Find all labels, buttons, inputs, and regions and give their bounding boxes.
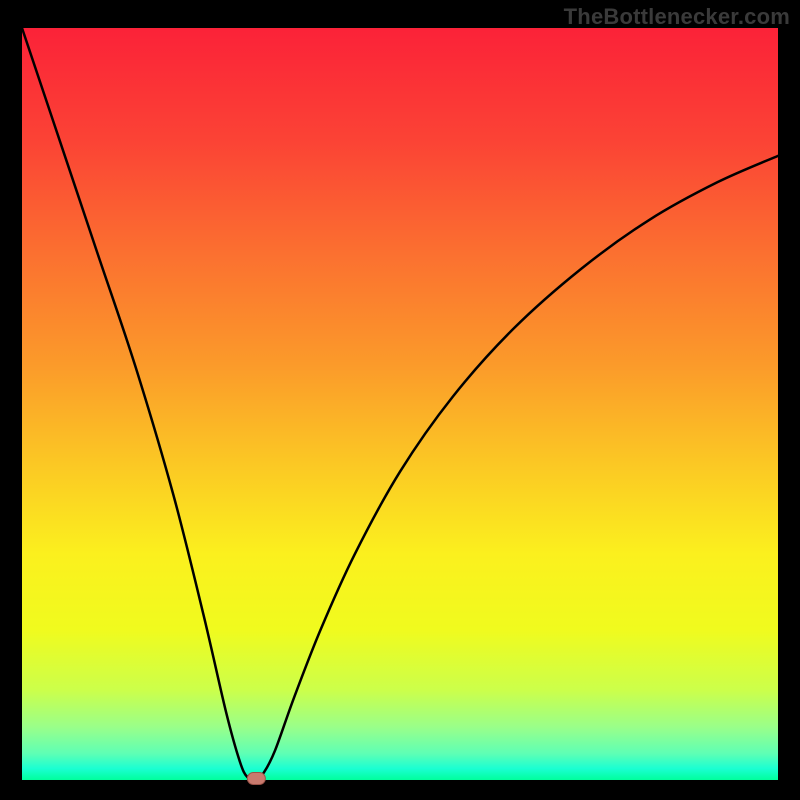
chart-svg bbox=[0, 0, 800, 800]
watermark-text: TheBottlenecker.com bbox=[564, 4, 790, 30]
chart-stage: TheBottlenecker.com bbox=[0, 0, 800, 800]
optimum-marker bbox=[247, 773, 265, 785]
plot-area bbox=[22, 28, 778, 780]
